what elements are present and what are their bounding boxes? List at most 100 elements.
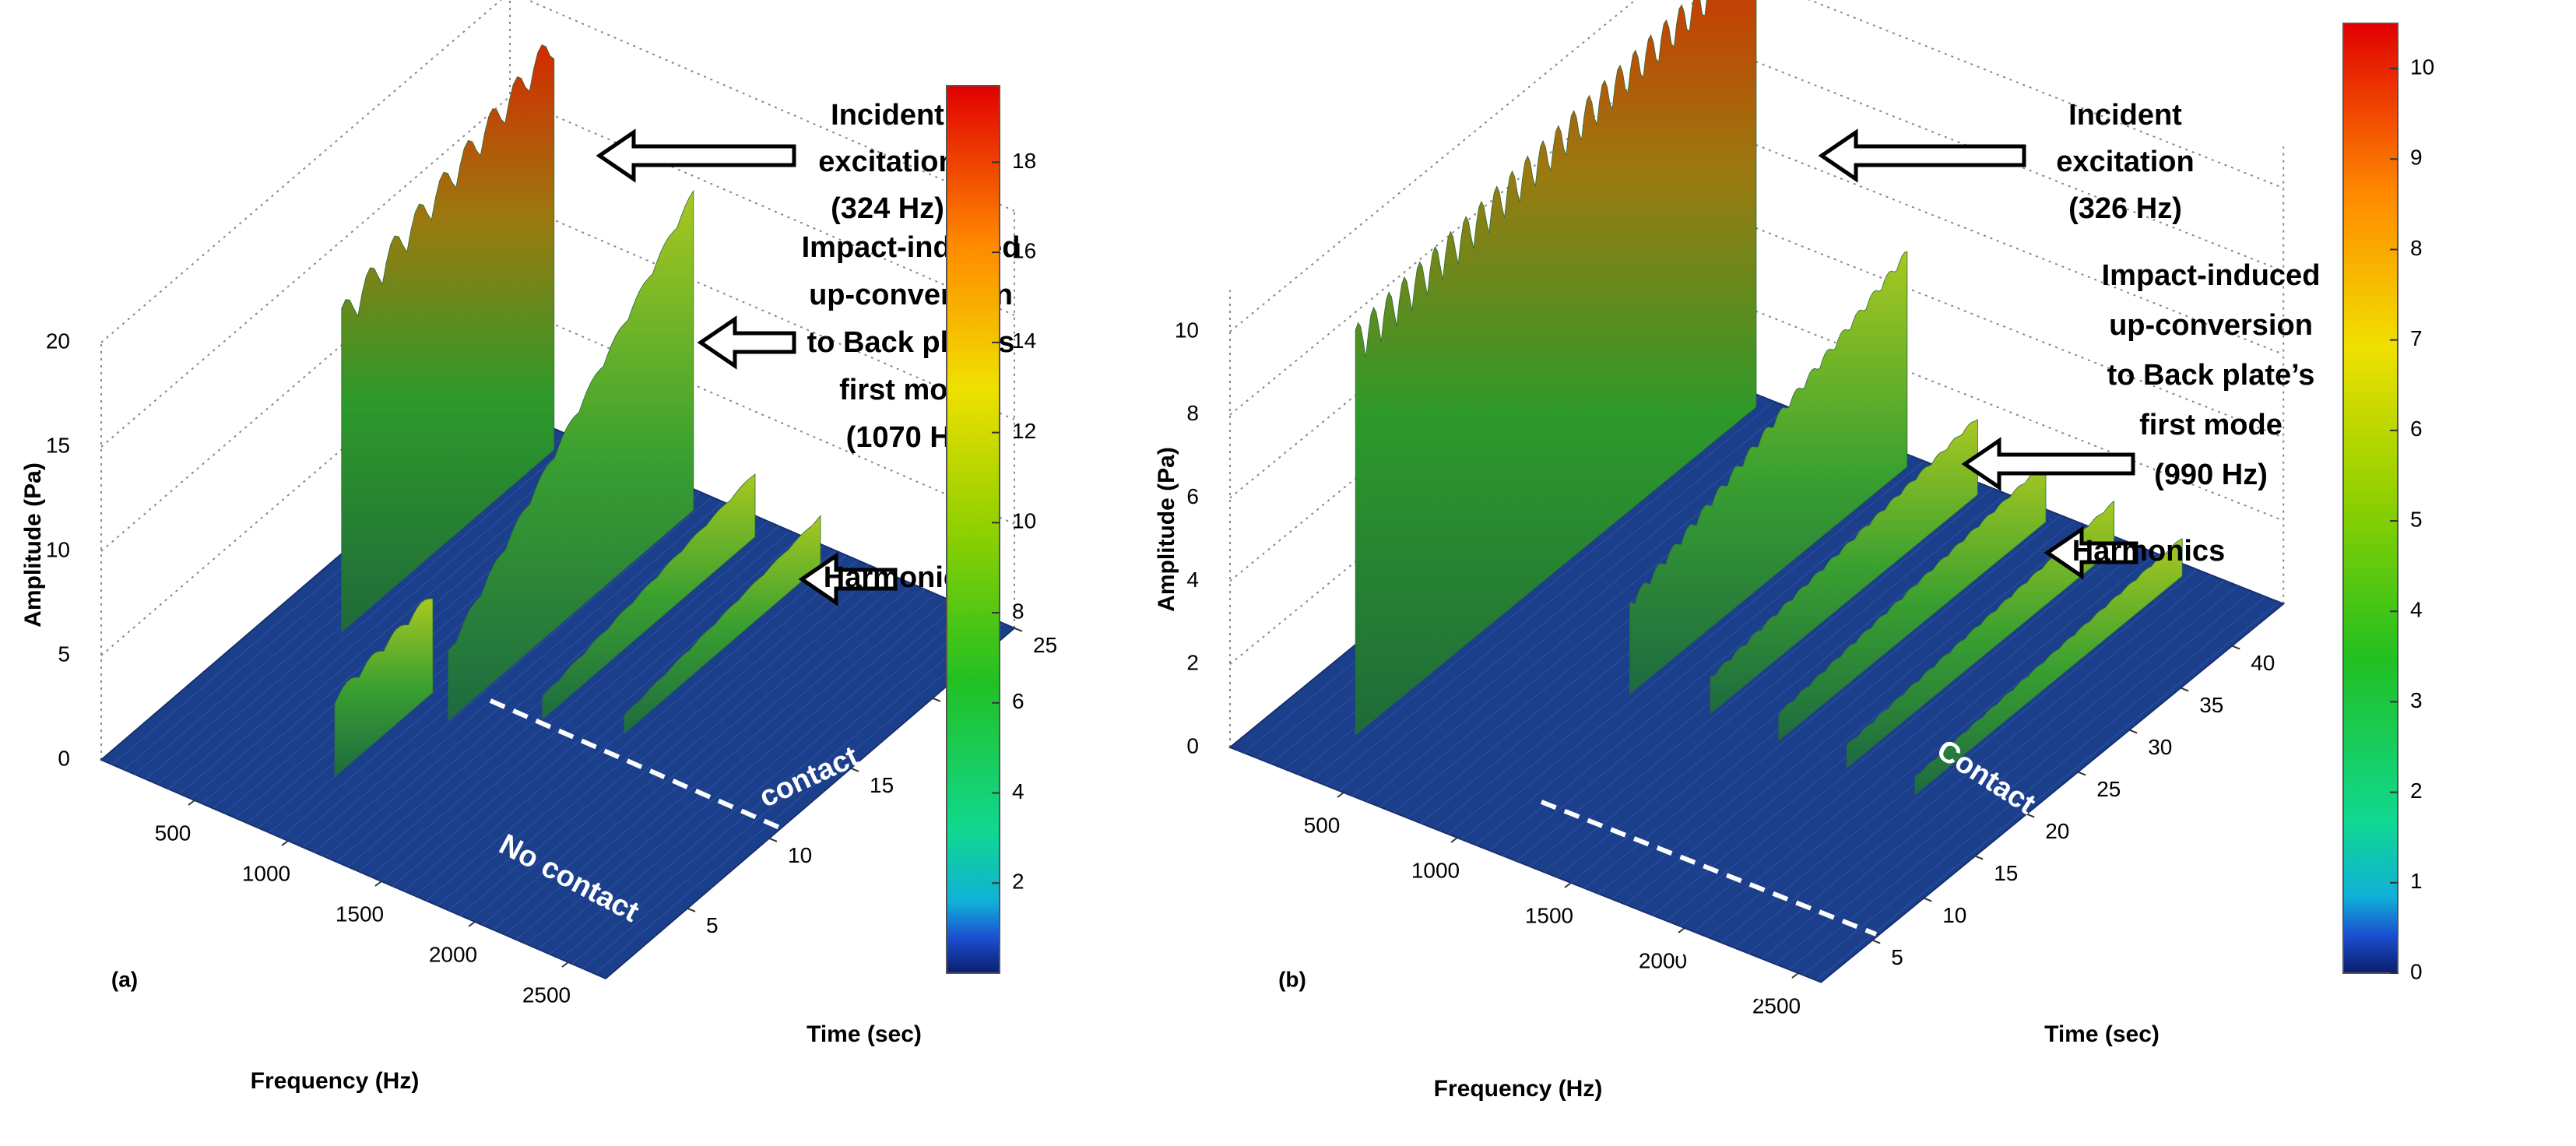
panel-label: (a)	[111, 967, 138, 991]
floor-texture	[381, 530, 791, 882]
y-tick	[1014, 627, 1023, 632]
y-tick-label: 35	[2199, 693, 2223, 717]
z-tick-label: 2	[1186, 651, 1199, 675]
x-tick-label: 500	[155, 821, 192, 845]
annotation-text: Incident	[831, 99, 944, 132]
z-tick-label: 15	[46, 433, 70, 457]
y-tick	[768, 837, 778, 842]
surface-ridge	[1914, 538, 2183, 796]
surface-ridge	[341, 44, 555, 633]
colorbar	[2342, 23, 2399, 974]
y-tick-label: 25	[1033, 633, 1057, 657]
floor-texture	[493, 579, 903, 930]
contact-divider	[489, 698, 811, 843]
colorbar-tick-label: 10	[2410, 54, 2434, 79]
floor-texture	[325, 506, 735, 858]
y-axis-title: Time (sec)	[2044, 1021, 2160, 1047]
z-grid-line	[100, 304, 1015, 656]
y-tick	[932, 697, 941, 702]
colorbar-tick-label: 0	[2410, 959, 2423, 983]
colorbar-tick-label: 4	[2410, 598, 2423, 622]
surface-ridge	[1355, 0, 1757, 736]
z-axis-title: Amplitude (Pa)	[1154, 447, 1179, 612]
floor-texture	[1325, 406, 1788, 786]
z-tick-label: 10	[1175, 318, 1199, 342]
z-tick-label: 5	[58, 642, 70, 666]
colorbar-tick-label: 2	[1012, 870, 1024, 894]
y-tick	[687, 907, 696, 912]
floor-texture	[1734, 569, 2198, 948]
x-tick-label: 500	[1304, 813, 1341, 837]
y-tick-label: 15	[1994, 861, 2018, 885]
floor-texture	[549, 603, 959, 954]
surface-ridge	[542, 473, 756, 720]
colorbar-tick-label: 4	[1012, 779, 1024, 803]
colorbar-tick-label: 18	[1012, 149, 1036, 173]
y-tick	[850, 767, 859, 772]
y-tick-label: 20	[2045, 819, 2069, 843]
z-axis-title: Amplitude (Pa)	[20, 462, 46, 627]
colorbar-tick-label: 5	[2410, 507, 2423, 531]
colorbar-tick-label: 10	[1012, 509, 1036, 533]
x-tick	[561, 961, 569, 968]
floor-texture	[1693, 553, 2156, 933]
y-tick-label: 15	[870, 773, 894, 797]
annotation-text: excitation	[2056, 146, 2194, 178]
z-tick-label: 4	[1186, 568, 1199, 592]
x-tick	[374, 881, 382, 887]
x-tick	[468, 921, 476, 927]
colorbar-tick-label: 8	[2410, 236, 2423, 260]
floor-texture	[1775, 585, 2239, 965]
y-tick-label: 40	[2251, 651, 2275, 675]
colorbar-tick-label: 12	[1012, 419, 1036, 443]
floor-texture	[1761, 580, 2225, 959]
surface-ridge	[334, 598, 434, 778]
x-tick	[281, 840, 289, 846]
colorbar-tick-label: 16	[1012, 239, 1036, 263]
annotation-arrow	[798, 552, 898, 606]
floor-texture	[561, 608, 970, 960]
y-tick	[2026, 813, 2035, 818]
z-tick-label: 0	[1186, 733, 1199, 758]
floor-texture	[1748, 575, 2212, 954]
y-tick-label: 10	[1942, 903, 1966, 927]
x-tick	[1450, 837, 1458, 843]
contact-divider	[1540, 800, 1878, 937]
floor-texture	[392, 535, 802, 887]
floor-texture	[526, 593, 937, 945]
colorbar-tick-label: 6	[1012, 689, 1024, 713]
floor-texture	[538, 598, 947, 950]
floor-texture	[1597, 515, 2061, 895]
surface-ridge	[1778, 459, 2047, 742]
y-tick	[2231, 645, 2240, 650]
z-tick-label: 20	[46, 329, 70, 353]
x-tick-label: 1500	[336, 902, 384, 926]
z-tick-label: 10	[46, 537, 70, 561]
annotation-arrow	[596, 128, 796, 183]
floor-texture	[1543, 493, 2007, 873]
colorbar-tick-label: 14	[1012, 329, 1036, 353]
y-tick-label: 30	[2148, 735, 2172, 759]
floor-texture	[302, 496, 712, 848]
floor-texture	[1802, 596, 2266, 976]
x-tick-label: 1500	[1525, 903, 1573, 927]
x-tick-label: 2000	[1639, 948, 1687, 972]
annotation-text: Incident	[2068, 99, 2182, 132]
colorbar	[946, 85, 1000, 974]
annotation-text: (324 Hz)	[831, 192, 944, 225]
annotation-text: up-conversion	[2109, 309, 2313, 342]
z-tick-label: 6	[1186, 484, 1199, 508]
y-tick	[2128, 729, 2138, 734]
floor-texture	[515, 589, 926, 940]
y-tick-label: 10	[788, 843, 812, 867]
x-axis-title: Frequency (Hz)	[251, 1068, 420, 1094]
floor-texture	[470, 569, 880, 921]
floor-texture	[448, 560, 858, 911]
surface-ridge	[448, 189, 694, 722]
floor-texture	[314, 501, 723, 852]
floor-texture	[370, 526, 779, 877]
y-tick	[2180, 687, 2189, 692]
floor-texture	[1625, 526, 2089, 905]
floor-texture	[504, 584, 914, 936]
floor-texture	[1461, 460, 1925, 840]
